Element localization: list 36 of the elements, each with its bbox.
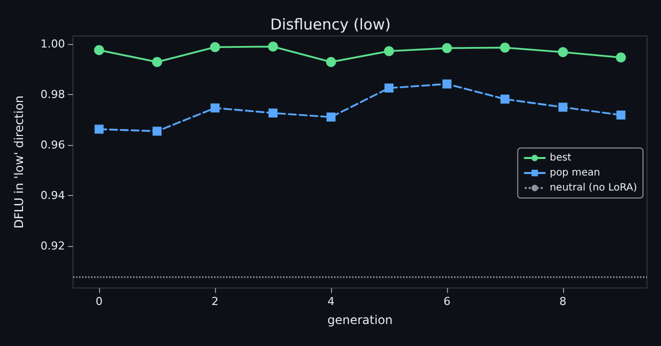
point: [326, 57, 336, 68]
point: [94, 45, 104, 56]
point: [210, 103, 220, 112]
point: [558, 47, 568, 58]
point: [94, 124, 104, 134]
point: [616, 52, 626, 62]
chart-title: Disfluency (low): [270, 16, 391, 34]
y-tick-label: 0.94: [40, 189, 65, 202]
legend-label: neutral (no LoRA): [550, 182, 638, 194]
legend-label: best: [550, 152, 572, 164]
point: [500, 94, 510, 104]
point: [616, 110, 626, 120]
x-tick-label: 8: [559, 295, 566, 308]
point: [268, 42, 278, 52]
y-axis-title: DFLU in 'low' direction: [12, 95, 26, 229]
legend-label: pop mean: [550, 168, 600, 178]
x-tick-label: 2: [212, 295, 219, 308]
y-tick-label: 0.92: [40, 240, 65, 253]
point: [442, 79, 452, 88]
point: [210, 42, 220, 52]
point: [152, 126, 162, 136]
x-tick-label: 0: [96, 295, 103, 308]
x-tick-label: 6: [443, 295, 450, 308]
point: [558, 102, 568, 112]
y-tick-label: 0.98: [40, 88, 65, 102]
point: [384, 84, 394, 93]
y-tick-label: 0.96: [40, 138, 65, 152]
y-tick-label: 1.00: [40, 38, 65, 51]
point: [442, 43, 452, 54]
point: [326, 112, 336, 122]
point: [268, 108, 278, 118]
point: [152, 57, 162, 68]
point: [384, 46, 394, 56]
x-axis-title: generation: [327, 313, 393, 327]
x-tick-label: 4: [328, 295, 335, 308]
point: [500, 42, 510, 53]
